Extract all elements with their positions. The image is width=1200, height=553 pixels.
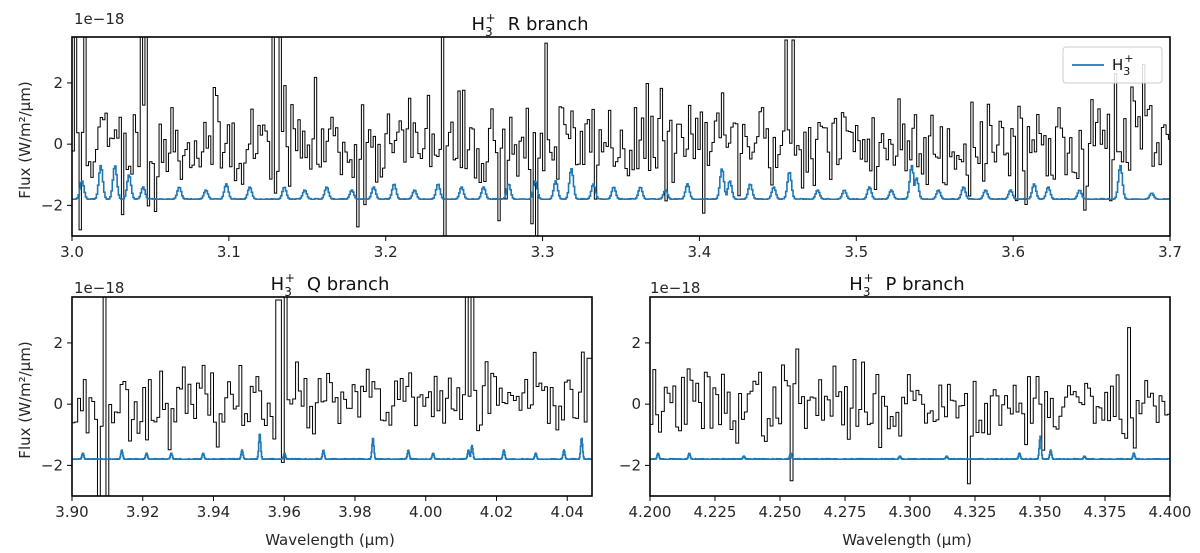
x-tick-label: 3.5 — [844, 243, 868, 261]
x-tick-label: 3.3 — [531, 243, 555, 261]
q-branch-frame — [71, 296, 593, 497]
x-tick-label: 3.4 — [687, 243, 711, 261]
q_branch-observed-series-line — [72, 297, 592, 496]
x-tick-label: 4.325 — [954, 503, 997, 521]
x-tick-label: 4.300 — [889, 503, 932, 521]
x-tick-label: 3.2 — [374, 243, 398, 261]
x-tick-label: 4.00 — [409, 503, 442, 521]
x-tick-label: 3.6 — [1001, 243, 1025, 261]
x-tick-label: 4.04 — [551, 503, 584, 521]
r-branch-plot-area — [72, 37, 1170, 236]
x-tick-label: 4.02 — [480, 503, 513, 521]
y-tick-label: 0 — [53, 395, 63, 413]
r-branch-axes: 3.0 3.1 3.2 3.3 3.4 3.5 3.6 3.7 −2 0 2 — [41, 74, 1182, 261]
p-branch-sci-label: 1e−18 — [650, 279, 700, 297]
y-tick-label: 2 — [53, 334, 63, 352]
x-tick-label: 3.90 — [55, 503, 88, 521]
x-tick-label: 3.1 — [217, 243, 241, 261]
legend-label: H3+ — [1112, 52, 1134, 78]
r-branch-title: H3+ R branch — [471, 11, 588, 39]
x-tick-label: 4.200 — [629, 503, 672, 521]
q-branch-panel: H3+ Q branch 1e−18 Flux (W/m²/μm) Wavelen… — [16, 271, 593, 549]
p-branch-xlabel: Wavelength (μm) — [842, 531, 972, 549]
q_branch-model-series-line — [72, 433, 592, 461]
x-tick-label: 3.94 — [197, 503, 230, 521]
x-tick-label: 3.98 — [338, 503, 371, 521]
q-branch-ylabel: Flux (W/m²/μm) — [16, 341, 34, 458]
y-tick-label: −2 — [41, 196, 63, 214]
x-tick-label: 4.400 — [1149, 503, 1192, 521]
p_branch-observed-series-line — [650, 327, 1170, 485]
q-branch-title: H3+ Q branch — [271, 271, 390, 299]
p-branch-panel: H3+ P branch 1e−18 Wavelength (μm) 4.200 4… — [619, 271, 1192, 549]
q-branch-xlabel: Wavelength (μm) — [265, 531, 395, 549]
r-branch-sci-label: 1e−18 — [74, 10, 124, 28]
y-tick-label: 0 — [53, 135, 63, 153]
y-tick-label: 2 — [53, 74, 63, 92]
x-tick-label: 4.375 — [1084, 503, 1127, 521]
x-tick-label: 3.92 — [126, 503, 159, 521]
r-branch-ylabel: Flux (W/m²/μm) — [16, 81, 34, 198]
p-branch-axes: 4.200 4.225 4.250 4.275 4.300 4.325 4.350 4.375… — [619, 334, 1192, 521]
q-branch-plot-area — [72, 297, 592, 496]
r_branch-model-series-line — [72, 164, 1170, 201]
y-tick-label: −2 — [619, 456, 641, 474]
y-tick-label: 0 — [631, 395, 641, 413]
legend-box — [1062, 46, 1163, 84]
x-tick-label: 3.96 — [268, 503, 301, 521]
y-tick-label: 2 — [631, 334, 641, 352]
p_branch-model-series-line — [650, 435, 1170, 461]
x-tick-label: 4.350 — [1019, 503, 1062, 521]
x-tick-label: 3.7 — [1158, 243, 1182, 261]
x-tick-label: 3.0 — [60, 243, 84, 261]
q-branch-sci-label: 1e−18 — [74, 279, 124, 297]
p-branch-plot-area — [650, 327, 1170, 485]
p-branch-title: H3+ P branch — [849, 271, 964, 299]
r-branch-legend: H3+ — [1062, 46, 1163, 84]
x-tick-label: 4.225 — [694, 503, 737, 521]
x-tick-label: 4.275 — [824, 503, 867, 521]
q-branch-axes: 3.90 3.92 3.94 3.96 3.98 4.00 4.02 4.04 −2 0 2 — [41, 334, 584, 521]
r_branch-observed-series-line — [72, 37, 1170, 236]
p-branch-frame — [649, 296, 1171, 497]
r-branch-panel: H3+ R branch 1e−18 Flux (W/m²/μm) 3.0 3.1 3… — [16, 10, 1182, 261]
x-tick-label: 4.250 — [759, 503, 802, 521]
y-tick-label: −2 — [41, 456, 63, 474]
r-branch-frame — [71, 36, 1171, 237]
